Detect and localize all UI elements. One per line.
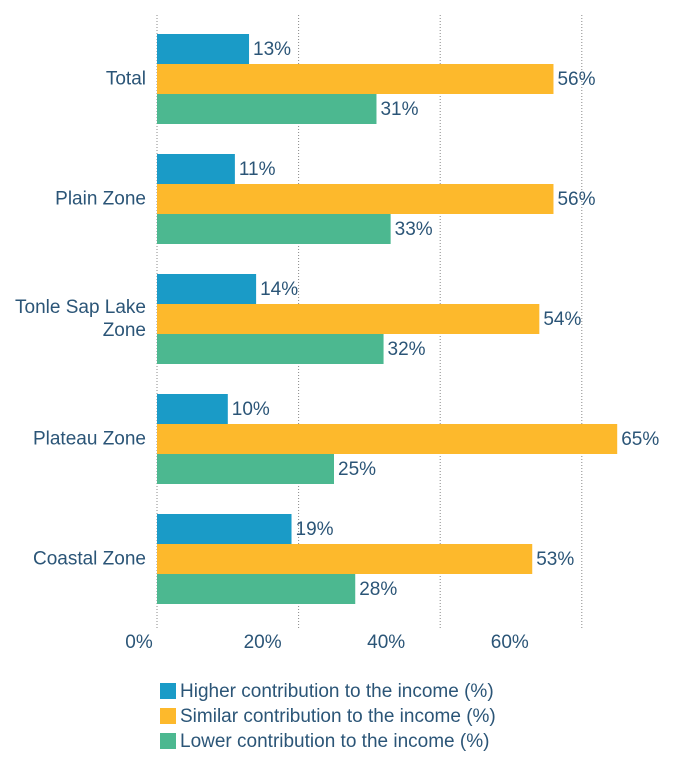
bar (157, 334, 384, 364)
category-label: Total (105, 68, 146, 90)
value-label: 10% (232, 399, 270, 420)
bar (157, 34, 250, 64)
bar (157, 394, 228, 424)
value-label: 56% (557, 69, 595, 90)
legend-swatch (160, 683, 176, 699)
bar (157, 64, 554, 94)
value-label: 14% (260, 279, 298, 300)
bar (157, 94, 377, 124)
legend-label: Lower contribution to the income (%) (180, 731, 489, 752)
category-label: Plain Zone (55, 188, 146, 210)
category-label: Plateau Zone (32, 428, 146, 450)
value-label: 33% (395, 219, 433, 240)
legend-swatch (160, 708, 176, 724)
bar (157, 304, 540, 334)
bar (157, 274, 257, 304)
category-label: Tonle Sap Lake Zone (15, 297, 146, 341)
value-label: 32% (388, 339, 426, 360)
bar (157, 514, 292, 544)
value-label: 54% (543, 309, 581, 330)
bar (157, 184, 554, 214)
value-label: 19% (296, 519, 334, 540)
x-tick-label: 60% (491, 632, 529, 653)
bar (157, 424, 618, 454)
value-label: 31% (380, 99, 418, 120)
value-label: 56% (557, 189, 595, 210)
x-tick-label: 0% (125, 632, 153, 653)
legend-swatch (160, 733, 176, 749)
value-label: 28% (359, 579, 397, 600)
x-tick-label: 20% (244, 632, 282, 653)
legend-label: Similar contribution to the income (%) (180, 706, 496, 727)
value-label: 13% (253, 39, 291, 60)
x-tick-label: 40% (367, 632, 405, 653)
bar (157, 544, 533, 574)
value-label: 25% (338, 459, 376, 480)
bar (157, 574, 356, 604)
value-label: 11% (239, 159, 276, 180)
legend-label: Higher contribution to the income (%) (180, 681, 494, 702)
bar (157, 454, 334, 484)
value-label: 53% (536, 549, 574, 570)
bar (157, 214, 391, 244)
bar (157, 154, 235, 184)
category-label: Coastal Zone (32, 548, 146, 570)
value-label: 65% (621, 429, 659, 450)
